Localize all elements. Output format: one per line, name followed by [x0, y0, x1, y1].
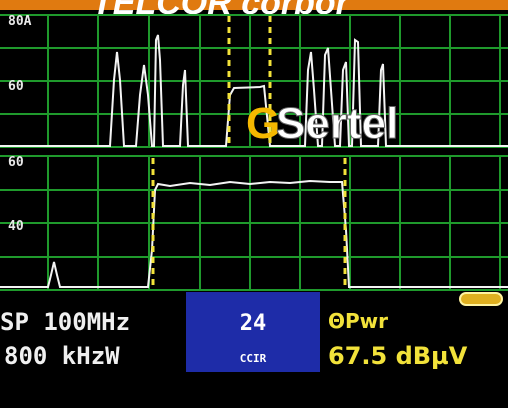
channel-plan: CCIR — [240, 352, 267, 365]
upper-trace — [0, 34, 508, 147]
upper-grid — [0, 14, 508, 148]
lower-trace — [0, 179, 508, 288]
header-bar — [0, 0, 508, 10]
channel-box — [186, 292, 320, 372]
watermark-g: G — [246, 99, 280, 148]
measure-mode: ΘPwr — [328, 309, 388, 333]
channel-number: 24 — [240, 311, 267, 336]
lower-level-label: 40 — [8, 219, 24, 234]
span-text: SP 100MHz — [0, 308, 130, 336]
lower-grid — [0, 155, 508, 291]
upper-top-label: 80A — [8, 14, 32, 29]
upper-level-label: 60 — [8, 79, 24, 94]
lower-top-label: 60 — [8, 155, 24, 170]
rbw-text: 800 kHzW — [4, 342, 120, 370]
watermark-rest: Sertel — [276, 99, 398, 148]
measure-value: 67.5 dBµV — [328, 342, 468, 370]
battery-icon — [459, 292, 503, 306]
